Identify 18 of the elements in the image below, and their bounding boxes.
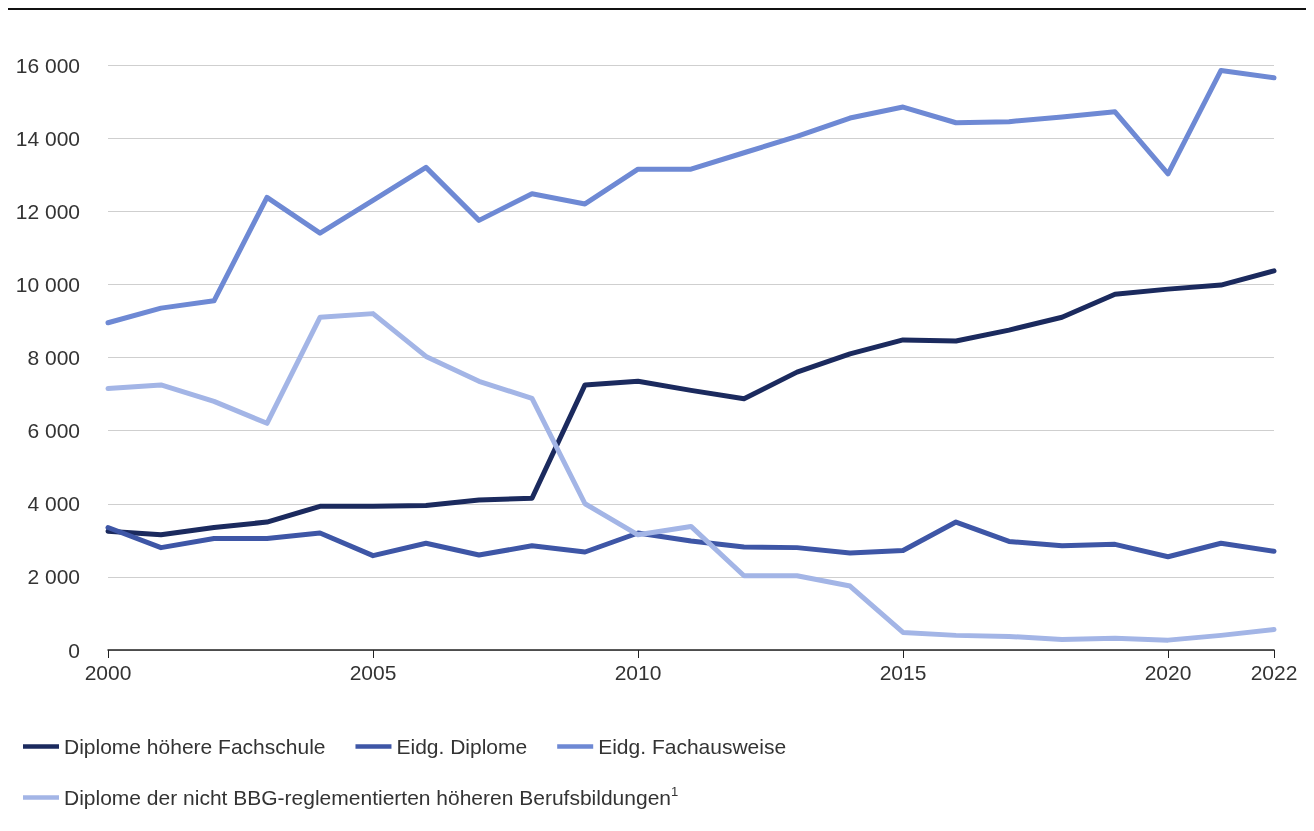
- legend-label: Eidg. Diplome: [396, 735, 528, 758]
- y-tick-label: 12 000: [15, 199, 80, 223]
- y-tick-label: 10 000: [15, 272, 80, 296]
- y-tick-label: 8 000: [27, 346, 80, 369]
- y-tick-label: 6 000: [27, 419, 80, 443]
- x-tick-label: 2000: [84, 661, 132, 684]
- x-tick-label: 2010: [614, 661, 662, 684]
- y-tick-label: 14 000: [15, 126, 80, 150]
- x-tick-label: 2005: [349, 661, 397, 684]
- x-tick-label: 2020: [1144, 661, 1192, 684]
- y-tick-label: 4 000: [27, 492, 80, 516]
- y-tick-label: 0: [68, 638, 80, 662]
- y-tick-label: 2 000: [27, 565, 80, 589]
- legend-label: Eidg. Fachausweise: [598, 735, 787, 758]
- y-tick-label: 16 000: [15, 53, 80, 77]
- x-tick-label: 2015: [879, 661, 927, 684]
- x-tick-label: 2022: [1250, 661, 1298, 684]
- legend-label: Diplome höhere Fachschule: [64, 735, 326, 758]
